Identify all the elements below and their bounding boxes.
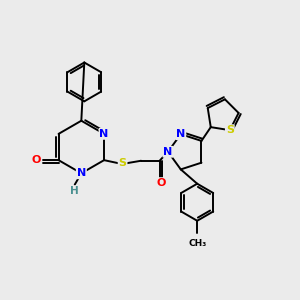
Text: CH₃: CH₃ bbox=[188, 239, 206, 248]
Text: N: N bbox=[164, 147, 172, 157]
Text: S: S bbox=[226, 125, 234, 135]
Text: N: N bbox=[176, 129, 185, 139]
Text: N: N bbox=[100, 129, 109, 139]
Text: O: O bbox=[156, 178, 166, 188]
Text: N: N bbox=[77, 168, 86, 178]
Text: O: O bbox=[32, 155, 41, 165]
Text: H: H bbox=[70, 186, 79, 196]
Text: S: S bbox=[118, 158, 127, 168]
